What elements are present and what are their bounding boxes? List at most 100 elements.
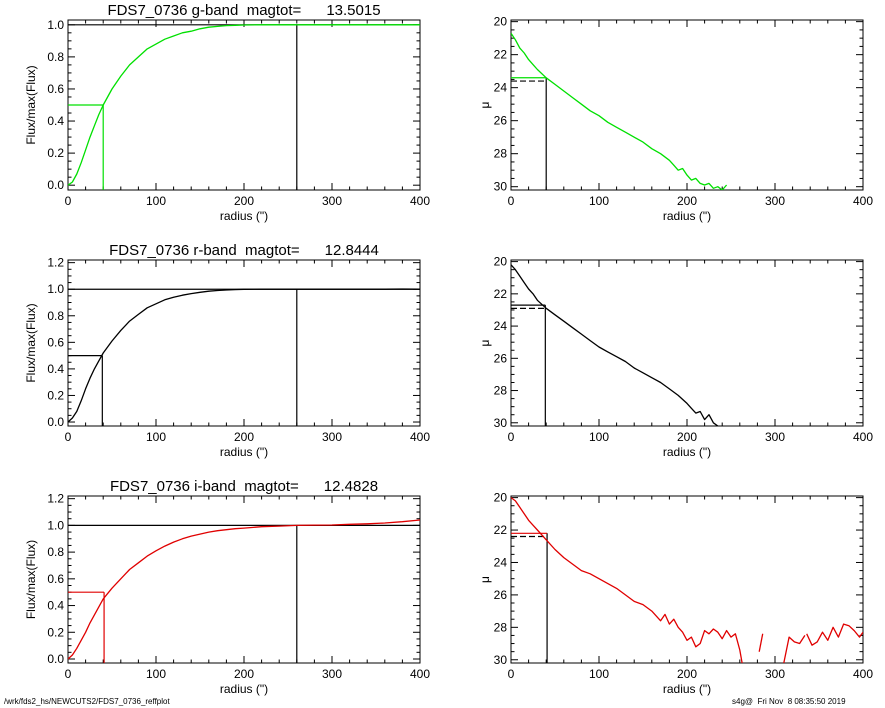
y-tick-label: 1.0 <box>47 282 64 296</box>
footer-file-path: /wrk/fds2_hs/NEWCUTS2/FDS7_0736_reffplot <box>4 697 170 706</box>
plot-frame <box>510 495 864 664</box>
y-tick-label: 26 <box>494 588 508 602</box>
profile-line-g-0 <box>511 32 728 190</box>
y-tick-label: 0.2 <box>47 146 64 160</box>
x-tick-label: 100 <box>146 667 166 681</box>
y-tick-label: 20 <box>494 491 508 505</box>
x-axis-label: radius (") <box>220 682 268 696</box>
x-axis-label: radius (") <box>220 445 268 459</box>
y-tick-label: 0.0 <box>47 415 64 429</box>
x-axis-label: radius (") <box>663 682 711 696</box>
panel-r-curve-of-growth: 0 100 200 300 400 0.0 0.2 0.4 0.6 0.8 1.0 1.2 radius… <box>24 242 430 459</box>
y-tick-label: 30 <box>494 653 508 667</box>
x-tick-label: 300 <box>765 430 785 444</box>
plot-area <box>68 24 420 190</box>
x-axis-label: radius (") <box>663 445 711 459</box>
plot-frame <box>67 19 421 191</box>
y-tick-label: 20 <box>494 255 508 269</box>
x-tick-label: 300 <box>322 667 342 681</box>
x-tick-label: 100 <box>146 430 166 444</box>
x-tick-label: 200 <box>677 194 697 208</box>
x-tick-label: 200 <box>677 667 697 681</box>
y-tick-label: 28 <box>494 384 508 398</box>
profile-line-r-0 <box>68 288 420 423</box>
y-tick-label: 30 <box>494 180 508 194</box>
plot-area <box>68 288 420 426</box>
profile-line-g-0 <box>68 24 420 186</box>
y-tick-label: 26 <box>494 351 508 365</box>
x-tick-label: 0 <box>508 667 515 681</box>
plot-frame <box>67 259 421 427</box>
y-tick-label: 0.2 <box>47 388 64 402</box>
x-tick-label: 200 <box>677 430 697 444</box>
x-tick-label: 400 <box>853 667 873 681</box>
y-tick-label: 0.0 <box>47 652 64 666</box>
y-tick-label: 0.0 <box>47 178 64 192</box>
x-tick-label: 200 <box>234 667 254 681</box>
plot-area <box>68 519 420 663</box>
plot-area <box>511 497 863 663</box>
y-tick-label: 1.0 <box>47 518 64 532</box>
x-tick-label: 300 <box>765 667 785 681</box>
panel-title: FDS7_0736 r-band magtot= 12.8444 <box>109 242 379 259</box>
x-tick-label: 0 <box>65 430 72 444</box>
plot-area <box>511 32 728 190</box>
y-tick-label: 0.4 <box>47 599 64 613</box>
plot-area <box>511 264 719 426</box>
x-tick-label: 0 <box>508 194 515 208</box>
x-tick-label: 0 <box>508 430 515 444</box>
x-axis-label: radius (") <box>220 209 268 223</box>
x-tick-label: 300 <box>322 194 342 208</box>
profile-line-i-1 <box>758 633 764 652</box>
y-axis-label: μ <box>478 576 492 583</box>
y-tick-label: 0.4 <box>47 114 64 128</box>
y-axis-label: Flux/max(Flux) <box>24 540 38 619</box>
footer-timestamp: s4g@ Fri Nov 8 08:35:50 2019 <box>732 697 846 706</box>
x-axis-label: radius (") <box>663 209 711 223</box>
x-tick-label: 400 <box>410 667 430 681</box>
x-tick-label: 300 <box>765 194 785 208</box>
x-tick-label: 400 <box>410 194 430 208</box>
panel-title: FDS7_0736 g-band magtot= 13.5015 <box>107 2 380 19</box>
x-tick-label: 100 <box>146 194 166 208</box>
x-tick-label: 400 <box>410 430 430 444</box>
panel-r-surface-brightness: 0 100 200 300 400 20 22 24 26 28 30 radius (") μ <box>478 255 873 459</box>
x-tick-label: 200 <box>234 194 254 208</box>
panel-i-surface-brightness: 0 100 200 300 400 20 22 24 26 28 30 radius (") μ <box>478 491 873 696</box>
y-tick-label: 22 <box>494 287 508 301</box>
profile-line-i-0 <box>68 519 420 660</box>
y-tick-label: 0.8 <box>47 50 64 64</box>
panel-g-curve-of-growth: 0 100 200 300 400 0.0 0.2 0.4 0.6 0.8 1.0 radius ("… <box>24 2 430 223</box>
y-tick-label: 1.2 <box>47 256 64 270</box>
y-tick-label: 28 <box>494 147 508 161</box>
profile-line-i-0 <box>511 497 743 663</box>
x-tick-label: 400 <box>853 194 873 208</box>
x-tick-label: 100 <box>589 194 609 208</box>
y-tick-label: 0.6 <box>47 572 64 586</box>
y-tick-label: 0.8 <box>47 545 64 559</box>
y-tick-label: 1.0 <box>47 18 64 32</box>
y-axis-label: μ <box>478 339 492 346</box>
x-tick-label: 0 <box>65 667 72 681</box>
y-tick-label: 24 <box>494 319 508 333</box>
x-tick-label: 100 <box>589 430 609 444</box>
x-tick-label: 200 <box>234 430 254 444</box>
y-axis-label: Flux/max(Flux) <box>24 65 38 144</box>
x-tick-label: 300 <box>322 430 342 444</box>
plot-frame <box>510 259 864 427</box>
profile-line-i-2 <box>783 635 806 663</box>
panel-g-surface-brightness: 0 100 200 300 400 20 22 24 26 28 30 radius (") μ <box>478 15 873 223</box>
panel-i-curve-of-growth: 0 100 200 300 400 0.0 0.2 0.4 0.6 0.8 1.0 1.2 radius… <box>24 478 430 696</box>
x-tick-label: 0 <box>65 194 72 208</box>
y-tick-label: 0.4 <box>47 362 64 376</box>
y-tick-label: 22 <box>494 523 508 537</box>
y-tick-label: 28 <box>494 620 508 634</box>
y-tick-label: 0.8 <box>47 309 64 323</box>
y-axis-label: Flux/max(Flux) <box>24 303 38 382</box>
profile-line-r-0 <box>511 264 719 426</box>
plot-frame <box>510 19 864 191</box>
y-tick-label: 0.2 <box>47 625 64 639</box>
y-tick-label: 0.6 <box>47 82 64 96</box>
y-axis-label: μ <box>478 101 492 108</box>
